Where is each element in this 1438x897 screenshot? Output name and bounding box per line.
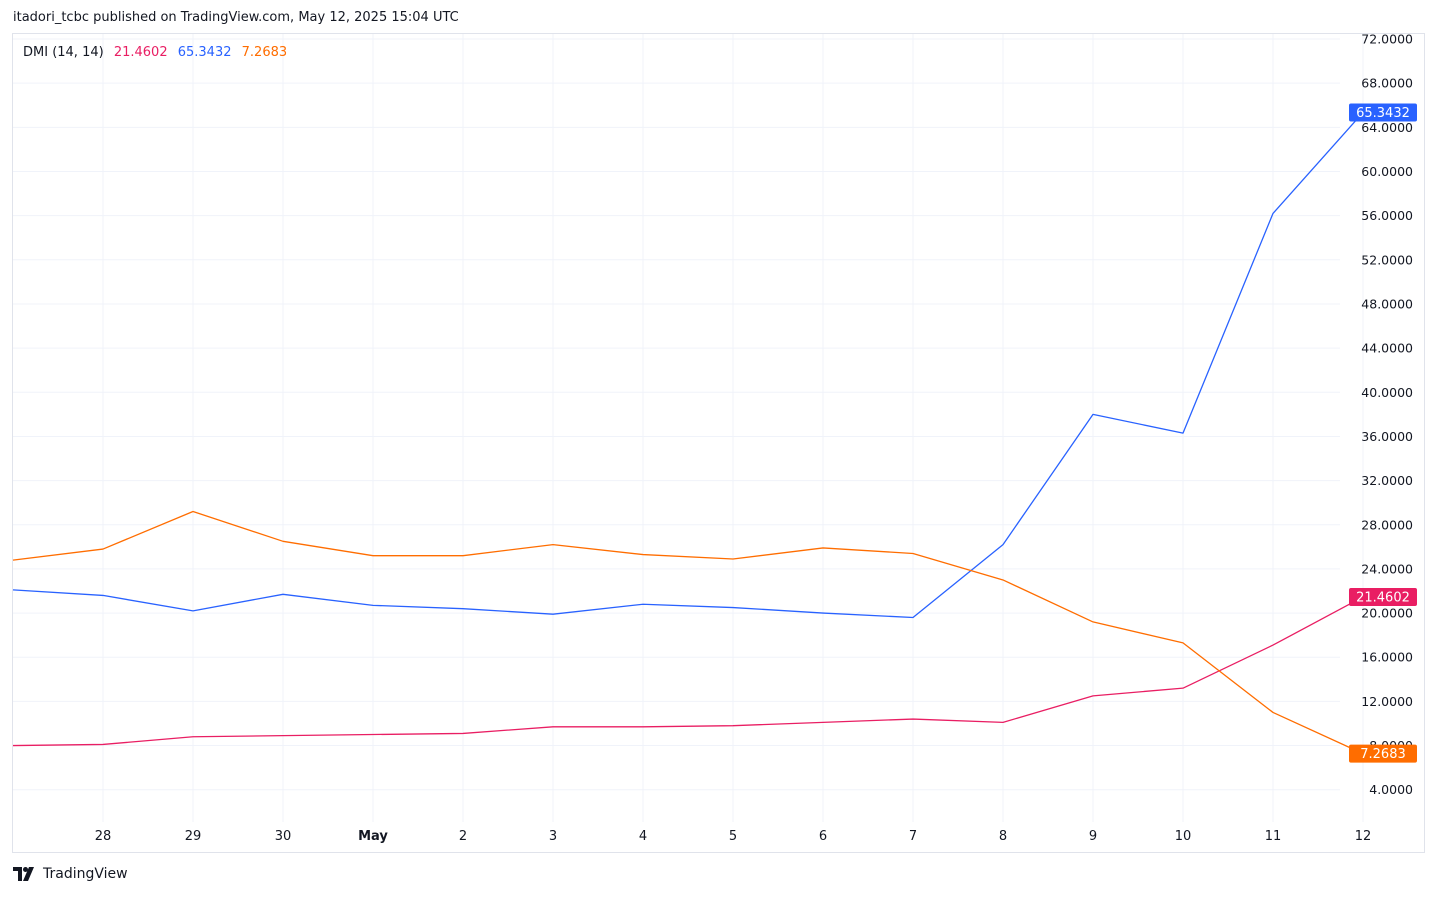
- chart-frame: [12, 33, 1425, 853]
- adx-last-badge: 21.4602: [1349, 587, 1417, 606]
- x-tick-label: May: [358, 829, 388, 844]
- x-tick-label: 8: [999, 829, 1007, 844]
- y-tick-label: 12.0000: [1361, 694, 1413, 709]
- minus-di-last-badge: 7.2683: [1349, 744, 1417, 763]
- y-tick-label: 40.0000: [1361, 385, 1413, 400]
- x-tick-label: 10: [1175, 829, 1192, 844]
- footer-brand-label: TradingView: [43, 866, 128, 882]
- tradingview-logo-icon: [13, 867, 34, 881]
- y-tick-label: 16.0000: [1361, 650, 1413, 665]
- minus-di-last-badge-text: 7.2683: [1360, 747, 1406, 762]
- x-tick-label: 5: [729, 829, 737, 844]
- y-tick-label: 20.0000: [1361, 606, 1413, 621]
- plus-di-last-badge-text: 65.3432: [1356, 106, 1410, 121]
- x-tick-label: 6: [819, 829, 827, 844]
- x-tick-label: 28: [95, 829, 112, 844]
- grid-lines: [13, 34, 1364, 822]
- y-tick-label: 24.0000: [1361, 561, 1413, 576]
- y-tick-label: 36.0000: [1361, 429, 1413, 444]
- y-tick-label: 28.0000: [1361, 517, 1413, 532]
- y-tick-label: 48.0000: [1361, 296, 1413, 311]
- y-tick-label: 68.0000: [1361, 76, 1413, 91]
- minus-di-last-badge-bg: [1349, 744, 1417, 763]
- y-tick-label: 52.0000: [1361, 252, 1413, 267]
- legend-indicator-name: DMI (14, 14): [23, 45, 104, 60]
- y-tick-label: 4.0000: [1369, 782, 1413, 797]
- y-tick-label: 44.0000: [1361, 341, 1413, 356]
- y-tick-label: 72.0000: [1361, 32, 1413, 47]
- legend-plus-di-value: 65.3432: [177, 45, 232, 60]
- adx-last-badge-text: 21.4602: [1356, 590, 1410, 605]
- y-tick-label: 56.0000: [1361, 208, 1413, 223]
- plus-di-last-badge: 65.3432: [1349, 103, 1417, 122]
- plus-di-line[interactable]: [12, 112, 1364, 619]
- x-tick-label: 2: [459, 829, 467, 844]
- x-tick-label: 3: [549, 829, 557, 844]
- x-tick-label: 12: [1355, 829, 1372, 844]
- x-tick-label: 4: [639, 829, 647, 844]
- x-tick-label: 30: [275, 829, 292, 844]
- indicator-legend[interactable]: DMI (14, 14) 21.4602 65.3432 7.2683: [23, 45, 293, 60]
- tradingview-footer[interactable]: TradingView: [13, 866, 128, 882]
- x-tick-label: 7: [909, 829, 917, 844]
- adx-line[interactable]: [12, 596, 1364, 747]
- time-axis: 28 29 30 May 2 3 4 5 6 7 8 9 10 11 12: [95, 829, 1372, 844]
- legend-adx-value: 21.4602: [113, 45, 168, 60]
- x-tick-label: 9: [1089, 829, 1097, 844]
- last-value-badges: 21.4602 65.3432 7.2683: [1349, 103, 1417, 763]
- y-tick-label: 60.0000: [1361, 164, 1413, 179]
- plus-di-last-badge-bg: [1349, 103, 1417, 122]
- x-tick-label: 11: [1265, 829, 1282, 844]
- price-axis: 4.00008.000012.000016.000020.000024.0000…: [1361, 32, 1413, 798]
- legend-minus-di-value: 7.2683: [241, 45, 288, 60]
- x-tick-label: 29: [185, 829, 202, 844]
- adx-last-badge-bg: [1349, 587, 1417, 606]
- minus-di-line[interactable]: [12, 510, 1364, 755]
- y-tick-label: 32.0000: [1361, 473, 1413, 488]
- series-lines: [12, 112, 1364, 755]
- publish-header: itadori_tcbc published on TradingView.co…: [13, 10, 459, 25]
- y-tick-label: 64.0000: [1361, 120, 1413, 135]
